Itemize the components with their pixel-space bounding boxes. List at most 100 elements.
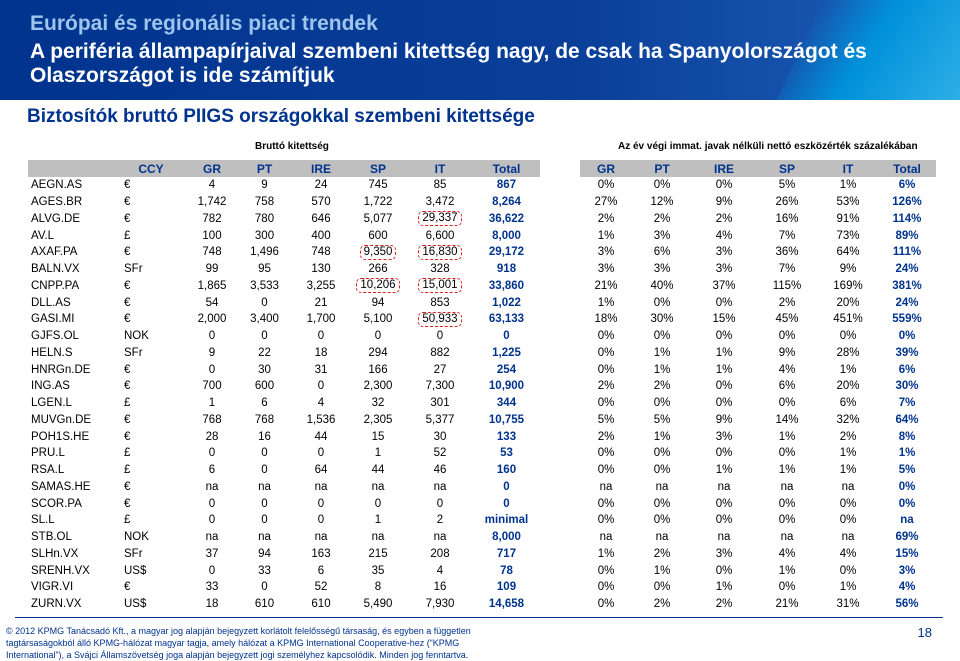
total-cell: 56% [895, 598, 919, 611]
table-row: 27% 12% 9% 26% 53% 126% [580, 194, 936, 211]
percent-cell: 3% [715, 547, 733, 560]
table-row: 0% 0% 0% 0% 0% na [580, 512, 936, 529]
percent-cell: 3% [653, 229, 671, 242]
percent-cell: 1% [597, 229, 615, 242]
percent-cell: 451% [833, 313, 863, 326]
value-cell: 99 [205, 263, 219, 276]
percent-cell: 1% [839, 179, 857, 192]
value-cell: 3,255 [306, 279, 336, 292]
percent-cell: 1% [839, 581, 857, 594]
table-row: VIGR.VI €33 0 52 8 16 109 [28, 579, 540, 596]
total-cell: 36,622 [488, 212, 525, 225]
table-row: DLL.AS €54 0 21 94 853 1,022 [28, 294, 540, 311]
percent-cell: 1% [715, 464, 733, 477]
percent-cell: 0% [597, 514, 615, 527]
value-cell: 31 [314, 363, 328, 376]
total-cell: 0 [503, 480, 510, 493]
value-cell: 33 [258, 564, 271, 577]
percent-cell: 2% [715, 598, 733, 611]
company-ticker: CNPP.PA [31, 279, 80, 292]
percent-cell: 2% [653, 598, 671, 611]
total-cell: 89% [895, 229, 919, 242]
table-row: RSA.L £6 0 64 44 46 160 [28, 462, 540, 479]
table-row: HNRGn.DE €0 30 31 166 27 254 [28, 361, 540, 378]
percent-cell: 0% [778, 497, 796, 510]
percent-cell: 0% [778, 330, 796, 343]
percent-cell: 1% [778, 464, 796, 477]
slide-subtitle: Biztosítók bruttó PIIGS országokkal szem… [27, 106, 535, 127]
value-cell: na [258, 480, 271, 493]
total-cell: 4% [898, 581, 916, 594]
value-cell: 1 [374, 447, 382, 460]
percent-cell: 28% [836, 346, 860, 359]
percent-cell: 3% [597, 246, 615, 259]
value-cell: 300 [254, 229, 275, 242]
value-cell: 2,305 [363, 413, 393, 426]
company-ticker: AEGN.AS [31, 179, 83, 192]
percent-cell: 21% [594, 279, 618, 292]
currency-cell: € [124, 212, 131, 225]
value-cell: na [371, 531, 385, 544]
percent-cell: 9% [715, 413, 733, 426]
total-cell: 15% [895, 547, 919, 560]
value-cell: 5,077 [363, 212, 393, 225]
percent-cell: 0% [778, 514, 796, 527]
currency-cell: € [124, 413, 131, 426]
value-cell: 3,400 [250, 313, 279, 326]
total-cell: 7% [898, 397, 916, 410]
percent-cell: na [780, 531, 794, 544]
percent-cell: 0% [715, 380, 733, 393]
footer-legal-text: © 2012 KPMG Tanácsadó Kft., a magyar jog… [6, 626, 471, 660]
company-ticker: AGES.BR [31, 196, 83, 209]
slide-title: A periféria állampapírjaival szembeni ki… [30, 40, 867, 87]
percent-cell: 9% [778, 346, 796, 359]
table-row: 5% 5% 9% 14% 32% 64% [580, 412, 936, 429]
currency-cell: NOK [124, 531, 149, 544]
table-row: na na na na na 69% [580, 529, 936, 546]
currency-cell: £ [124, 229, 131, 242]
value-cell: 0 [208, 330, 216, 343]
value-cell: 780 [254, 212, 275, 225]
percent-cell: 9% [839, 263, 857, 276]
total-cell: 126% [892, 196, 922, 209]
total-cell: 918 [496, 263, 517, 276]
percent-cell: 0% [653, 514, 671, 527]
total-cell: 30% [895, 380, 919, 393]
percent-cell: 2% [715, 212, 733, 225]
value-cell: 21 [314, 296, 328, 309]
table-row: 1% 2% 3% 4% 4% 15% [580, 546, 936, 563]
percent-cell: 0% [597, 464, 615, 477]
value-cell: 29,337 [407, 211, 473, 228]
value-cell: 745 [368, 179, 388, 192]
currency-cell: US$ [124, 564, 147, 577]
table-row: 0% 1% 1% 9% 28% 39% [580, 345, 936, 362]
percent-cell: 1% [653, 346, 671, 359]
currency-cell: £ [124, 464, 131, 477]
column-header: Total [878, 160, 936, 177]
value-cell: 33 [205, 581, 219, 594]
value-cell: 5,490 [363, 598, 393, 611]
value-cell: 1 [208, 397, 216, 410]
percent-cell: 4% [778, 363, 796, 376]
table-row: SCOR.PA €0 0 0 0 0 0 [28, 495, 540, 512]
value-cell: 748 [202, 246, 222, 259]
total-cell: 160 [496, 464, 517, 477]
percent-cell: 3% [653, 263, 671, 276]
gross-exposure-table: CCY GR PT IRE SP IT Total AEGN.AS €4 9 24 745 85 867… [28, 160, 540, 613]
total-cell: 344 [496, 397, 517, 410]
currency-cell: € [124, 196, 131, 209]
company-ticker: LGEN.L [31, 397, 72, 410]
percent-cell: 20% [836, 380, 860, 393]
percent-cell: 6% [839, 397, 857, 410]
section-title: Európai és regionális piaci trendek [30, 12, 378, 35]
percent-cell: 91% [836, 212, 860, 225]
value-cell: 0 [261, 464, 268, 477]
total-cell: na [900, 514, 914, 527]
table-row: BALN.VX SFr 99 95 130 266 328 918 [28, 261, 540, 278]
column-header [28, 160, 114, 177]
column-header: PT [236, 160, 293, 177]
percent-cell: na [841, 531, 855, 544]
total-cell: 10,900 [488, 380, 525, 393]
value-cell: 44 [371, 464, 385, 477]
percent-cell: 2% [839, 430, 857, 443]
